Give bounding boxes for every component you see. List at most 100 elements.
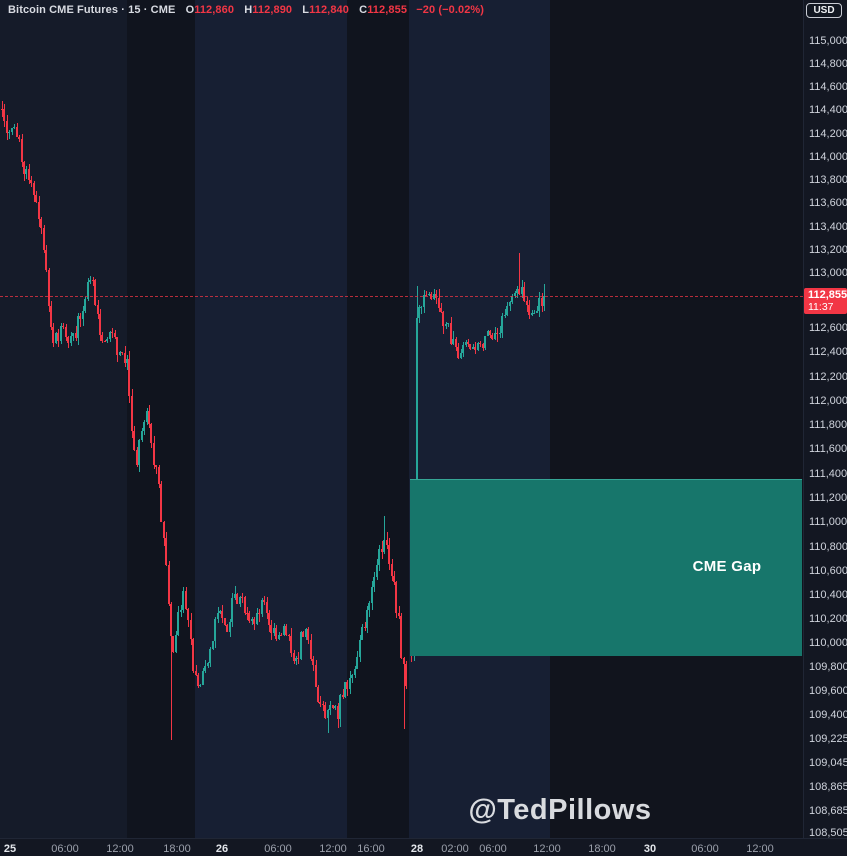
candle-body bbox=[354, 669, 356, 675]
candle-wick bbox=[343, 689, 344, 699]
candle-body bbox=[55, 333, 57, 343]
symbol-legend[interactable]: Bitcoin CME Futures · 15 · CME O112,860 … bbox=[8, 4, 484, 16]
candle-body bbox=[57, 333, 59, 341]
candle-wick bbox=[320, 696, 321, 707]
watermark: @TedPillows bbox=[468, 794, 652, 826]
candle-body bbox=[523, 287, 525, 301]
candle-wick bbox=[365, 622, 366, 631]
candle-body bbox=[248, 613, 250, 621]
candle-body bbox=[214, 619, 216, 641]
price-axis-label: 110,600 bbox=[809, 565, 847, 577]
candle-body bbox=[35, 195, 37, 202]
candle-wick bbox=[122, 352, 123, 355]
candle-body bbox=[92, 280, 94, 281]
candle-body bbox=[131, 396, 133, 431]
price-axis-label: 111,800 bbox=[809, 419, 847, 431]
candle-body bbox=[6, 121, 8, 133]
candle-body bbox=[482, 344, 484, 348]
candle-body bbox=[383, 540, 385, 552]
candle-body bbox=[266, 602, 268, 613]
candle-body bbox=[82, 311, 84, 319]
candle-body bbox=[256, 613, 258, 624]
candle-body bbox=[187, 609, 189, 620]
candle-body bbox=[121, 352, 123, 353]
cme-gap-box[interactable] bbox=[410, 479, 802, 656]
candle-body bbox=[99, 314, 101, 335]
candle-wick bbox=[328, 709, 329, 733]
candle-body bbox=[138, 440, 140, 465]
candle-body bbox=[18, 137, 20, 139]
candle-body bbox=[182, 591, 184, 610]
high-value: 112,890 bbox=[252, 4, 293, 16]
close-value: 112,855 bbox=[367, 4, 408, 16]
candle-body bbox=[13, 127, 15, 128]
candle-body bbox=[275, 628, 277, 639]
time-axis-label: 02:00 bbox=[441, 843, 469, 855]
candle-body bbox=[62, 326, 64, 327]
candle-body bbox=[531, 313, 533, 315]
candle-body bbox=[302, 632, 304, 637]
candle-body bbox=[70, 336, 72, 343]
candle-wick bbox=[80, 313, 81, 327]
candle-body bbox=[226, 625, 228, 632]
low-value: 112,840 bbox=[309, 4, 349, 16]
price-axis-label: 110,000 bbox=[809, 637, 847, 649]
price-axis-label: 110,400 bbox=[809, 589, 847, 601]
chart-area[interactable]: CME Gap Bitcoin CME Futures · 15 · CME O… bbox=[0, 0, 803, 838]
candle-body bbox=[168, 565, 170, 604]
candle-body bbox=[351, 675, 353, 678]
candle-body bbox=[111, 332, 113, 333]
candle-wick bbox=[421, 306, 422, 314]
candle-body bbox=[244, 597, 246, 613]
candle-wick bbox=[473, 344, 474, 349]
price-axis-label: 113,600 bbox=[809, 197, 847, 209]
candle-wick bbox=[399, 606, 400, 619]
candle-body bbox=[342, 695, 344, 697]
time-axis-label: 12:00 bbox=[106, 843, 134, 855]
candle-body bbox=[3, 109, 5, 121]
candle-body bbox=[236, 594, 238, 604]
price-axis-label: 108,865 bbox=[809, 781, 847, 793]
price-axis-label: 108,685 bbox=[809, 805, 847, 817]
candlestick-layer bbox=[1, 101, 545, 740]
last-price-line bbox=[0, 296, 803, 297]
candle-body bbox=[104, 341, 106, 342]
candle-body bbox=[479, 343, 481, 344]
candle-body bbox=[141, 431, 143, 440]
candle-body bbox=[356, 657, 358, 669]
candle-body bbox=[143, 422, 145, 431]
candle-body bbox=[391, 564, 393, 576]
candle-body bbox=[452, 339, 454, 344]
candle-body bbox=[541, 298, 543, 306]
candle-body bbox=[270, 625, 272, 633]
price-axis[interactable]: 115,000 114,800 114,600 114,400 114,200 114,0… bbox=[803, 0, 847, 839]
candle-body bbox=[77, 316, 79, 338]
candle-body bbox=[467, 342, 469, 344]
last-price-badge: 112,855 11:37 bbox=[804, 288, 847, 314]
candle-body bbox=[155, 465, 157, 467]
candle-body bbox=[418, 307, 420, 318]
candle-body bbox=[136, 450, 138, 465]
candle-body bbox=[305, 629, 307, 637]
candle-body bbox=[455, 339, 457, 347]
currency-button[interactable]: USD bbox=[806, 3, 842, 18]
time-axis[interactable]: 25 06:00 12:00 18:00 26 06:00 12:00 16:00 28 02:0… bbox=[0, 838, 847, 856]
candle-body bbox=[288, 635, 290, 636]
candle-wick bbox=[384, 516, 385, 554]
candle-body bbox=[67, 337, 69, 343]
candle-body bbox=[40, 219, 42, 228]
candle-body bbox=[457, 347, 459, 358]
price-axis-label: 109,225 bbox=[809, 733, 847, 745]
open-label: O bbox=[185, 4, 195, 16]
candle-body bbox=[359, 640, 361, 657]
candle-body bbox=[514, 293, 516, 296]
time-axis-label: 16:00 bbox=[357, 843, 385, 855]
candle-body bbox=[43, 228, 45, 250]
candle-wick bbox=[171, 602, 172, 740]
symbol-title[interactable]: Bitcoin CME Futures · 15 · CME bbox=[8, 4, 176, 16]
price-axis-label: 113,800 bbox=[809, 174, 847, 186]
candle-body bbox=[87, 282, 89, 299]
candle-body bbox=[119, 352, 121, 355]
low-label: L bbox=[302, 4, 310, 16]
